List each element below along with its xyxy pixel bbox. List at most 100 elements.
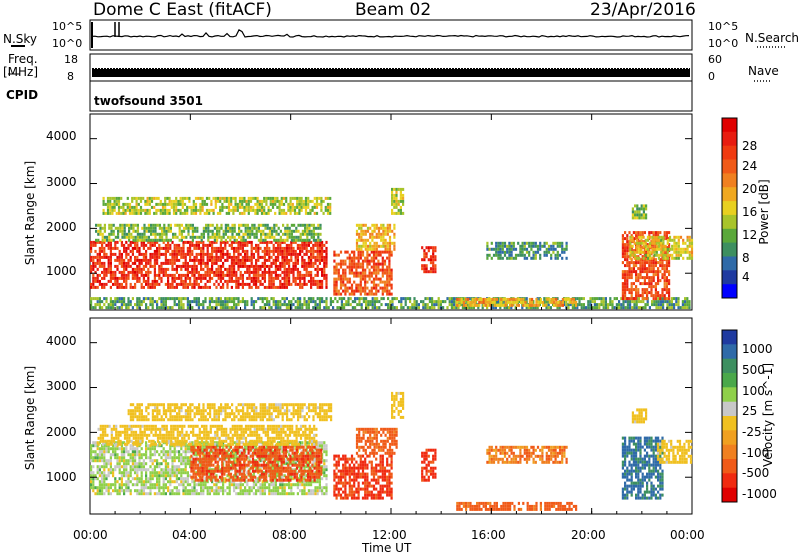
heatmap-cell [196, 277, 198, 280]
heatmap-cell [234, 239, 236, 242]
heatmap-cell [180, 459, 182, 462]
heatmap-cell [187, 230, 189, 233]
heatmap-cell [650, 294, 652, 297]
heatmap-cell [112, 483, 114, 486]
heatmap-cell [134, 456, 136, 459]
heatmap-cell [393, 203, 395, 206]
heatmap-cell [218, 265, 220, 268]
heatmap-cell [152, 239, 154, 242]
heatmap-cell [400, 297, 402, 300]
heatmap-cell [211, 300, 213, 303]
heatmap-cell [149, 453, 151, 456]
heatmap-cell [110, 230, 112, 233]
heatmap-cell [277, 265, 279, 268]
heatmap-cell [165, 477, 167, 480]
heatmap-cell [132, 297, 134, 300]
heatmap-cell [628, 276, 630, 279]
heatmap-cell [259, 265, 261, 268]
heatmap-cell [325, 253, 327, 256]
heatmap-cell [560, 304, 562, 307]
heatmap-cell [531, 298, 533, 301]
heatmap-cell [110, 471, 112, 474]
heatmap-cell [121, 486, 123, 489]
heatmap-cell [562, 301, 564, 304]
heatmap-cell [231, 244, 233, 247]
heatmap-cell [631, 270, 633, 273]
heatmap-cell [137, 239, 139, 242]
heatmap-cell [320, 197, 322, 200]
heatmap-cell [290, 256, 292, 259]
heatmap-cell [97, 274, 99, 277]
heatmap-cell [145, 453, 147, 456]
heatmap-cell [388, 275, 390, 278]
heatmap-cell [226, 197, 228, 200]
heatmap-cell [141, 465, 143, 468]
heatmap-cell [235, 286, 237, 289]
heatmap-cell [286, 268, 288, 271]
heatmap-cell [297, 230, 299, 233]
heatmap-cell [495, 254, 497, 257]
heatmap-cell [92, 483, 94, 486]
heatmap-cell [248, 268, 250, 271]
heatmap-cell [223, 236, 225, 239]
heatmap-cell [257, 209, 259, 212]
heatmap-cell [220, 268, 222, 271]
heatmap-cell [180, 306, 182, 309]
heatmap-cell [123, 259, 125, 262]
heatmap-cell [147, 271, 149, 274]
heatmap-cell [382, 290, 384, 293]
heatmap-cell [108, 303, 110, 306]
heatmap-cell [393, 245, 395, 248]
heatmap-cell [180, 477, 182, 480]
heatmap-cell [669, 248, 671, 251]
heatmap-cell [563, 251, 565, 254]
heatmap-cell [134, 471, 136, 474]
heatmap-cell [314, 274, 316, 277]
heatmap-cell [321, 253, 323, 256]
heatmap-cell [218, 297, 220, 300]
heatmap-cell [434, 255, 436, 258]
heatmap-cell [629, 242, 631, 245]
heatmap-cell [275, 268, 277, 271]
heatmap-cell [438, 306, 440, 309]
heatmap-cell [373, 266, 375, 269]
heatmap-cell [380, 287, 382, 290]
heatmap-cell [682, 257, 684, 260]
heatmap-cell [388, 290, 390, 293]
heatmap-cell [138, 268, 140, 271]
heatmap-cell [317, 283, 319, 286]
heatmap-cell [262, 239, 264, 242]
heatmap-cell [113, 230, 115, 233]
heatmap-cell [160, 486, 162, 489]
heatmap-cell [328, 306, 330, 309]
heatmap-cell [362, 254, 364, 257]
heatmap-cell [160, 474, 162, 477]
heatmap-cell [123, 453, 125, 456]
heatmap-cell [557, 245, 559, 248]
heatmap-cell [161, 227, 163, 230]
heatmap-cell [364, 287, 366, 290]
heatmap-cell [321, 271, 323, 274]
heatmap-cell [662, 248, 664, 251]
heatmap-cell [208, 209, 210, 212]
heatmap-cell [378, 236, 380, 239]
heatmap-cell [434, 267, 436, 270]
heatmap-cell [624, 237, 626, 240]
heatmap-cell [161, 233, 163, 236]
heatmap-cell [114, 283, 116, 286]
heatmap-cell [495, 245, 497, 248]
heatmap-cell [108, 474, 110, 477]
heatmap-cell [320, 203, 322, 206]
heatmap-cell [233, 306, 235, 309]
heatmap-cell [207, 244, 209, 247]
heatmap-cell [300, 236, 302, 239]
heatmap-cell [116, 268, 118, 271]
heatmap-cell [163, 268, 165, 271]
heatmap-cell [485, 298, 487, 301]
heatmap-cell [179, 233, 181, 236]
heatmap-cell [258, 239, 260, 242]
heatmap-cell [159, 239, 161, 242]
heatmap-cell [145, 253, 147, 256]
heatmap-cell [626, 255, 628, 258]
heatmap-cell [299, 303, 301, 306]
